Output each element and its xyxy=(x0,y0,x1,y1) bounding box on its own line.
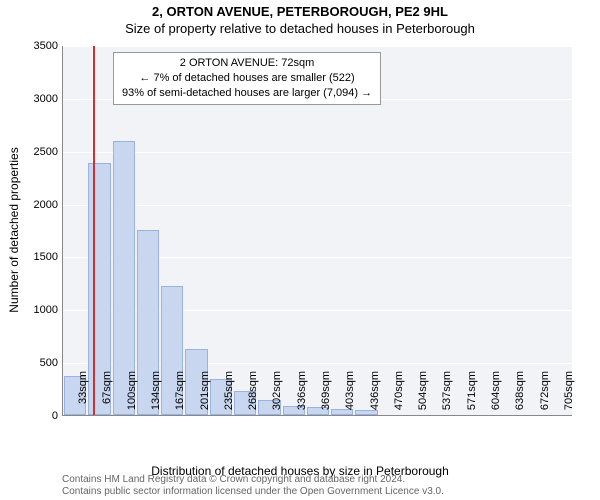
chart-subtitle: Size of property relative to detached ho… xyxy=(0,19,600,42)
info-box-line: ← 7% of detached houses are smaller (522… xyxy=(122,71,372,86)
chart-container: 2, ORTON AVENUE, PETERBOROUGH, PE2 9HL S… xyxy=(0,0,600,500)
marker-line xyxy=(93,46,95,415)
x-tick-label: 336sqm xyxy=(296,371,308,419)
y-tick-label: 0 xyxy=(52,410,63,422)
y-tick-label: 3500 xyxy=(34,40,63,52)
x-tick-label: 470sqm xyxy=(393,371,405,419)
grid-line xyxy=(63,205,572,206)
x-tick-label: 134sqm xyxy=(150,371,162,419)
y-tick-label: 2500 xyxy=(34,146,63,158)
x-tick-label: 537sqm xyxy=(441,371,453,419)
y-tick-label: 2000 xyxy=(34,199,63,211)
x-tick-label: 672sqm xyxy=(539,371,551,419)
copyright-notice: Contains HM Land Registry data © Crown c… xyxy=(62,474,590,498)
grid-line xyxy=(63,46,572,47)
x-tick-label: 167sqm xyxy=(174,371,186,419)
x-tick-label: 638sqm xyxy=(514,371,526,419)
copyright-line-2: Contains public sector information licen… xyxy=(62,486,590,498)
x-tick-label: 436sqm xyxy=(369,371,381,419)
y-tick-label: 1000 xyxy=(34,304,63,316)
x-tick-label: 604sqm xyxy=(490,371,502,419)
grid-line xyxy=(63,152,572,153)
y-tick-label: 1500 xyxy=(34,251,63,263)
x-tick-label: 201sqm xyxy=(199,371,211,419)
x-tick-label: 268sqm xyxy=(247,371,259,419)
x-tick-label: 235sqm xyxy=(223,371,235,419)
copyright-line-1: Contains HM Land Registry data © Crown c… xyxy=(62,474,590,486)
chart-title-address: 2, ORTON AVENUE, PETERBOROUGH, PE2 9HL xyxy=(0,0,600,19)
info-box: 2 ORTON AVENUE: 72sqm← 7% of detached ho… xyxy=(113,52,381,105)
x-tick-label: 504sqm xyxy=(417,371,429,419)
y-axis-label: Number of detached properties xyxy=(7,147,21,312)
x-tick-label: 100sqm xyxy=(126,371,138,419)
y-tick-label: 500 xyxy=(40,357,63,369)
x-tick-label: 67sqm xyxy=(101,371,113,419)
x-tick-label: 369sqm xyxy=(320,371,332,419)
info-box-line: 2 ORTON AVENUE: 72sqm xyxy=(122,56,372,71)
x-tick-label: 33sqm xyxy=(77,371,89,419)
x-tick-label: 302sqm xyxy=(271,371,283,419)
y-tick-label: 3000 xyxy=(34,93,63,105)
x-tick-label: 571sqm xyxy=(466,371,478,419)
x-tick-label: 403sqm xyxy=(344,371,356,419)
info-box-line: 93% of semi-detached houses are larger (… xyxy=(122,86,372,101)
plot-area: 050010001500200025003000350033sqm67sqm10… xyxy=(62,46,572,416)
x-tick-label: 705sqm xyxy=(563,371,575,419)
